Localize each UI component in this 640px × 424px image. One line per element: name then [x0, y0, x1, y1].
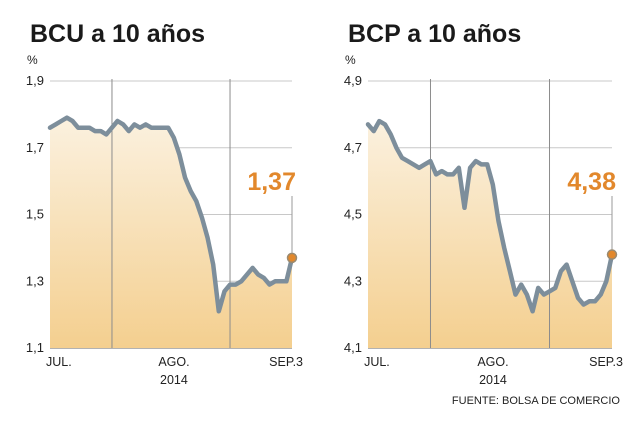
bcp-end-point-marker: [606, 249, 618, 260]
bcu-chart-panel: BCU a 10 años % 1,9 1,7 1,5 1,3 1,1 JUL. AGO.…: [26, 20, 303, 387]
bcu-y-tick-label: 1,3: [26, 273, 44, 288]
bcp-y-tick-label: 4,1: [344, 340, 362, 355]
bcu-y-tick-label: 1,9: [26, 73, 44, 88]
bcp-x-tick-label: AGO.: [477, 355, 508, 369]
bcp-series-line: [365, 118, 615, 314]
bcp-chart-title: BCP a 10 años: [348, 20, 521, 48]
bcp-x-tick-label: JUL.: [364, 355, 390, 369]
bcp-area-fill: [368, 121, 612, 348]
bcu-y-tick-label: 1,5: [26, 207, 44, 222]
bcu-y-unit: %: [27, 53, 38, 67]
bcu-x-tick-label: AGO.: [158, 355, 189, 369]
bcp-y-tick-label: 4,7: [344, 140, 362, 155]
bcu-x-tick-label: JUL.: [46, 355, 72, 369]
bcp-x-tick-year: 2014: [479, 373, 507, 387]
bcu-end-point-marker: [286, 252, 298, 264]
bcu-chart-title: BCU a 10 años: [30, 20, 205, 48]
bcp-callout-value: 4,38: [567, 168, 616, 196]
bcp-x-tick-label: SEP.3: [589, 355, 623, 369]
bcp-chart-panel: BCP a 10 años % 4,9 4,7 4,5 4,3 4,1 JUL. AGO.…: [344, 20, 623, 387]
bcp-y-tick-label: 4,3: [344, 273, 362, 288]
bcu-series-line: [47, 115, 295, 314]
bcp-y-tick-label: 4,9: [344, 73, 362, 88]
bcp-y-unit: %: [345, 53, 356, 67]
bcu-y-tick-label: 1,7: [26, 140, 44, 155]
bcu-x-tick-year: 2014: [160, 373, 188, 387]
bcu-area-fill: [50, 117, 292, 348]
bcu-y-tick-label: 1,1: [26, 340, 44, 355]
bcu-x-tick-label: SEP.3: [269, 355, 303, 369]
source-credit: FUENTE: BOLSA DE COMERCIO: [452, 395, 621, 407]
bcp-y-tick-label: 4,5: [344, 207, 362, 222]
bcu-callout-value: 1,37: [247, 168, 296, 196]
